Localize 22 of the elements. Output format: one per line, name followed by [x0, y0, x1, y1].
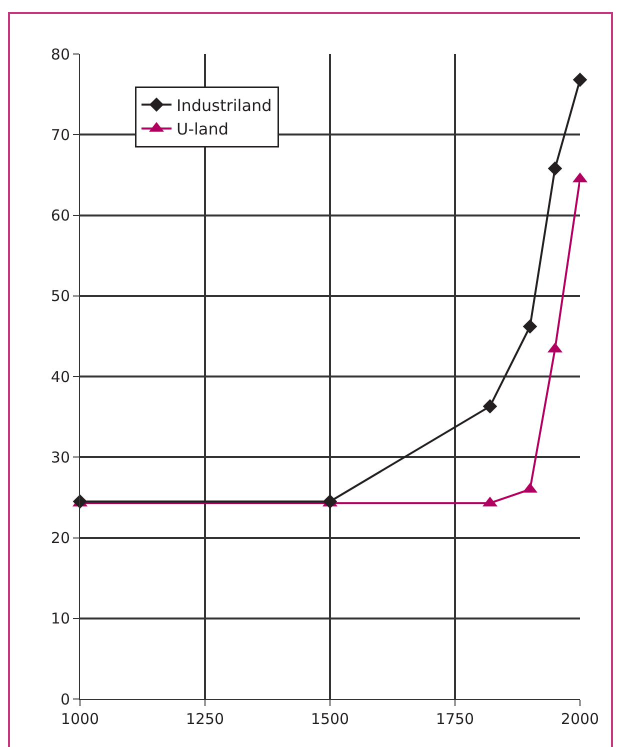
- y-tick-label: 20: [50, 529, 70, 547]
- x-tick-label: 1250: [186, 710, 224, 728]
- point: [322, 494, 338, 509]
- y-tick-label: 80: [50, 45, 70, 64]
- legend-label: Industriland: [176, 96, 272, 115]
- y-tick-label: 0: [60, 690, 70, 708]
- y-tick-label: 10: [50, 610, 70, 628]
- x-tick-label: 1000: [60, 710, 100, 728]
- y-tick-label: 40: [50, 368, 70, 386]
- point: [522, 319, 538, 334]
- y-tick-label: 50: [50, 287, 70, 306]
- legend-label: U-land: [176, 120, 229, 139]
- x-tick-label: 1750: [436, 710, 474, 728]
- point: [572, 72, 588, 87]
- y-tick-label: 60: [50, 206, 70, 224]
- point: [72, 494, 88, 509]
- x-tick-label: 2000: [560, 710, 600, 728]
- point: [482, 399, 498, 414]
- point: [548, 161, 562, 176]
- y-tick-label: 30: [50, 448, 70, 466]
- x-tick-label: 1500: [310, 710, 350, 728]
- y-tick-label: 70: [50, 126, 70, 144]
